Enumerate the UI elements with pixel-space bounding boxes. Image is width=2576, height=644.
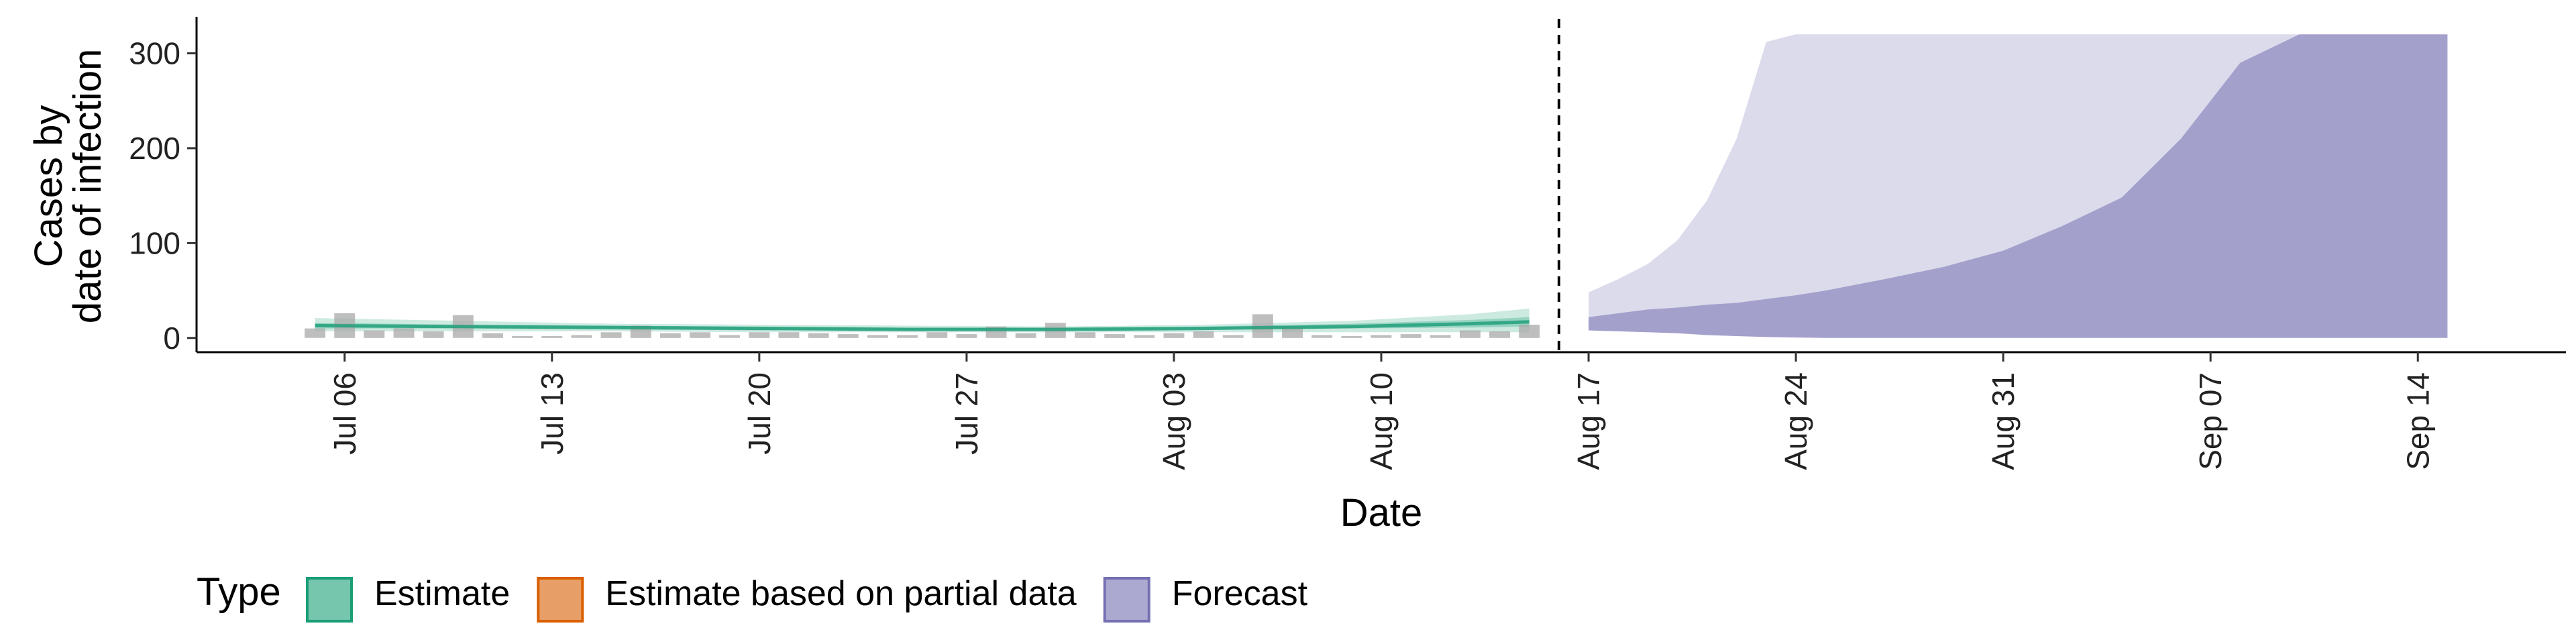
observed-case-bar	[1104, 334, 1126, 338]
observed-case-bar	[1371, 335, 1392, 338]
y-tick-label: 0	[163, 321, 180, 356]
observed-case-bar	[512, 336, 533, 338]
observed-case-bar	[541, 336, 563, 338]
x-axis-title: Date	[1340, 491, 1423, 535]
observed-case-bar	[956, 334, 977, 338]
observed-case-bar	[1015, 333, 1036, 338]
legend-label: Estimate based on partial data	[605, 574, 1077, 613]
observed-case-bar	[1282, 326, 1303, 338]
legend-item: Forecast	[1103, 574, 1308, 623]
observed-case-bar	[778, 332, 800, 338]
legend-label: Estimate	[374, 574, 510, 613]
observed-case-bar	[571, 335, 592, 338]
x-tick-label: Aug 31	[1986, 372, 2021, 470]
observed-case-bar	[1341, 336, 1362, 338]
lines-layer	[315, 19, 1560, 352]
observed-case-bar	[305, 328, 325, 338]
observed-case-bar	[364, 330, 385, 338]
legend-title: Type	[197, 570, 281, 614]
y-axis-title-line-1: Cases by	[27, 105, 70, 268]
observed-case-bar	[1075, 332, 1095, 338]
x-tick-label: Sep 07	[2193, 372, 2228, 470]
axes-layer: 0 100 200 300 Jul 06 Jul 13 Jul 20 Jul 27 Aug 03…	[27, 17, 2566, 535]
observed-case-bar	[1489, 331, 1510, 338]
x-tick-label: Aug 24	[1778, 372, 1813, 470]
observed-case-bar	[1400, 334, 1421, 338]
legend-swatch	[1103, 577, 1150, 623]
y-axis-title-line-2: date of infection	[66, 49, 109, 324]
observed-case-bar	[1193, 331, 1214, 338]
observed-case-bar	[1519, 325, 1540, 338]
x-tick-label: Jul 13	[535, 372, 570, 455]
observed-case-bar	[600, 332, 622, 338]
observed-case-bar	[897, 335, 918, 338]
forecast-inner-band	[1589, 34, 2448, 338]
observed-case-bar	[423, 331, 444, 338]
y-tick-label: 100	[129, 225, 180, 260]
observed-case-bar	[1430, 335, 1451, 338]
observed-case-bar	[808, 333, 829, 338]
observed-case-bar	[837, 334, 859, 338]
x-tick-label: Jul 20	[742, 372, 777, 455]
observed-case-bar	[867, 335, 888, 338]
x-tick-label: Aug 10	[1364, 372, 1399, 470]
observed-case-bar	[1460, 330, 1481, 338]
observed-case-bar	[749, 332, 770, 338]
estimate-median-line	[315, 320, 1529, 331]
observed-case-bar	[926, 332, 948, 338]
x-tick-label: Sep 14	[2400, 372, 2435, 470]
observed-case-bar	[719, 335, 741, 338]
x-tick-label: Jul 27	[949, 372, 984, 455]
y-tick-label: 200	[129, 131, 180, 166]
x-tick-label: Aug 17	[1571, 372, 1606, 470]
legend-item: Estimate based on partial data	[537, 574, 1077, 623]
observed-case-bar	[690, 332, 710, 338]
legend-item: Estimate	[306, 574, 510, 623]
legend: Type Estimate Estimate based on partial da…	[197, 570, 1308, 623]
observed-case-bar	[1311, 335, 1333, 338]
bands-layer	[315, 34, 2448, 338]
observed-case-bar	[659, 333, 681, 338]
y-tick-label: 300	[129, 36, 180, 71]
legend-swatch	[537, 577, 584, 623]
legend-swatch	[306, 577, 353, 623]
observed-case-bar	[482, 333, 503, 338]
x-tick-label: Aug 03	[1157, 372, 1191, 470]
observed-case-bar	[393, 328, 415, 338]
observed-case-bar	[1222, 335, 1244, 338]
legend-label: Forecast	[1172, 574, 1308, 613]
observed-case-bar	[1163, 333, 1185, 338]
x-tick-label: Jul 06	[327, 372, 362, 455]
observed-case-bar	[1134, 335, 1155, 338]
